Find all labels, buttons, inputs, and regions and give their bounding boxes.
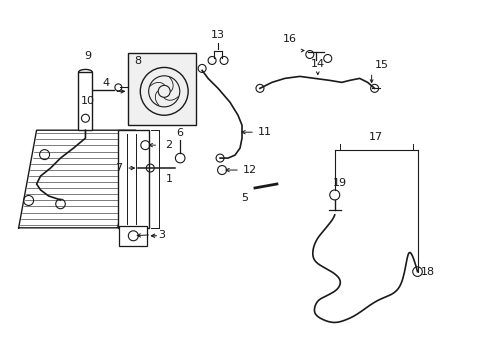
Text: 1: 1 <box>165 174 172 184</box>
Bar <box>78 72 92 130</box>
Text: 4: 4 <box>102 78 110 88</box>
Text: 13: 13 <box>211 30 224 40</box>
Text: 18: 18 <box>420 267 434 276</box>
Text: 9: 9 <box>84 51 91 62</box>
Bar <box>128 54 196 125</box>
Text: 19: 19 <box>332 178 346 188</box>
Text: 2: 2 <box>164 140 171 150</box>
Text: 10: 10 <box>81 96 94 106</box>
Text: 7: 7 <box>115 163 122 173</box>
Text: 16: 16 <box>282 33 296 44</box>
Text: 6: 6 <box>176 128 183 138</box>
Text: 17: 17 <box>368 132 383 142</box>
Text: 8: 8 <box>135 57 142 67</box>
Text: 14: 14 <box>310 59 324 69</box>
Text: 15: 15 <box>374 60 388 71</box>
Bar <box>118 130 149 228</box>
Polygon shape <box>19 130 136 228</box>
Bar <box>119 226 147 246</box>
Text: 5: 5 <box>241 193 248 203</box>
Text: 11: 11 <box>257 127 271 137</box>
Text: 3: 3 <box>158 230 164 240</box>
Text: 12: 12 <box>243 165 257 175</box>
